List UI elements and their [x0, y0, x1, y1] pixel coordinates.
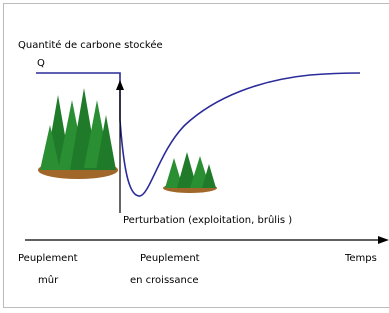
disturbance-label: Perturbation (exploitation, brûlis )	[123, 214, 292, 226]
stage-label: Peuplement	[140, 253, 200, 264]
stage-label: en croissance	[130, 275, 199, 286]
time-label: Temps	[344, 253, 377, 264]
stage-label: mûr	[38, 274, 59, 286]
mature-stand	[38, 88, 118, 179]
diagram: Quantité de carbone stockée Q Perturbati…	[0, 0, 389, 313]
arrow-head	[378, 236, 389, 244]
axis-label: Q	[37, 58, 45, 69]
arrow-head	[116, 80, 124, 90]
title: Quantité de carbone stockée	[18, 39, 163, 51]
young-stand	[163, 152, 217, 193]
stage-label: Peuplement	[18, 253, 78, 264]
